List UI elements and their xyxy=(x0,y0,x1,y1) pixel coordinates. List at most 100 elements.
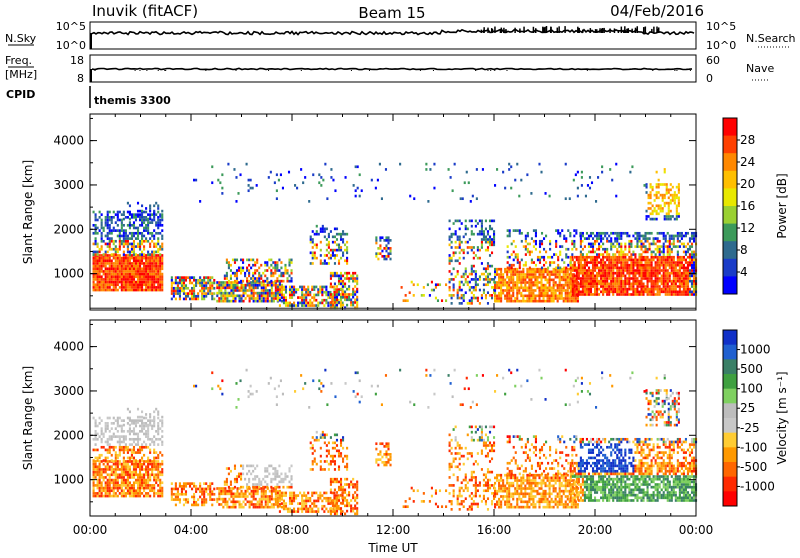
power-cell xyxy=(529,251,531,254)
power-cell xyxy=(141,213,143,216)
power-cell xyxy=(103,286,105,289)
power-cell xyxy=(632,277,634,280)
power-cell xyxy=(582,290,584,293)
velocity-cell xyxy=(141,443,143,446)
power-cell xyxy=(508,276,510,279)
velocity-cell xyxy=(141,416,143,419)
power-cell xyxy=(477,257,479,260)
power-cell xyxy=(234,280,236,283)
power-cell xyxy=(675,280,677,283)
power-cell xyxy=(153,275,155,278)
velocity-cell xyxy=(129,424,131,427)
power-cell xyxy=(282,280,284,283)
velocity-cell xyxy=(131,473,133,476)
power-cell xyxy=(561,297,563,300)
power-cell xyxy=(131,257,133,260)
power-cell xyxy=(614,280,616,283)
power-cell xyxy=(230,284,232,287)
power-cell xyxy=(271,286,273,289)
power-cell xyxy=(628,275,630,278)
power-cell xyxy=(348,277,350,280)
power-cell xyxy=(123,224,125,227)
power-cell xyxy=(661,275,663,278)
power-cell xyxy=(129,204,131,207)
power-cell xyxy=(222,297,224,300)
power-cell xyxy=(449,259,451,262)
power-cell xyxy=(195,279,197,282)
power-cell xyxy=(530,286,532,289)
power-cell xyxy=(517,256,519,259)
velocity-cell xyxy=(133,465,135,468)
power-cell xyxy=(572,283,574,286)
power-cell xyxy=(685,269,687,272)
power-cell xyxy=(137,229,139,232)
power-cell xyxy=(693,275,695,278)
power-cell xyxy=(693,267,695,270)
power-cell xyxy=(553,281,555,284)
velocity-cell xyxy=(139,465,141,468)
power-cell xyxy=(147,286,149,289)
power-cell xyxy=(107,278,109,281)
power-cell xyxy=(674,202,676,205)
velocity-cell xyxy=(95,460,97,463)
power-cell xyxy=(101,278,103,281)
power-cell xyxy=(510,165,512,168)
power-cell xyxy=(614,285,616,288)
power-cell xyxy=(580,269,582,272)
power-cell xyxy=(251,292,253,295)
velocity-cell xyxy=(117,435,119,438)
power-cell xyxy=(340,238,342,241)
velocity-cell xyxy=(121,419,123,422)
power-cell xyxy=(137,243,139,246)
power-cell xyxy=(681,256,683,259)
power-cell xyxy=(123,265,125,268)
power-cell xyxy=(598,253,600,256)
velocity-cell xyxy=(145,446,147,449)
power-cell xyxy=(512,294,514,297)
velocity-cell xyxy=(127,484,129,487)
power-cell xyxy=(620,248,622,251)
power-cell xyxy=(678,202,680,205)
power-cell xyxy=(256,277,258,280)
power-cell xyxy=(377,252,379,255)
power-cell xyxy=(459,262,461,265)
velocity-cell xyxy=(161,471,163,474)
velocity-cell xyxy=(137,438,139,441)
velocity-cell xyxy=(129,427,131,430)
power-cell xyxy=(334,262,336,265)
power-cell xyxy=(608,288,610,291)
velocity-cell xyxy=(127,408,129,411)
power-cell xyxy=(147,213,149,216)
power-cell xyxy=(573,300,575,303)
power-cell xyxy=(129,212,131,215)
power-cell xyxy=(248,184,250,187)
power-cell xyxy=(653,272,655,275)
power-cell xyxy=(177,287,179,290)
power-cell xyxy=(107,221,109,224)
power-cell xyxy=(584,261,586,264)
power-cell xyxy=(149,265,151,268)
power-cell xyxy=(274,264,276,267)
power-cell xyxy=(578,269,580,272)
power-cell xyxy=(608,277,610,280)
velocity-cell xyxy=(103,479,105,482)
power-cell xyxy=(691,245,693,248)
velocity-cell xyxy=(145,487,147,490)
power-cell xyxy=(125,257,127,260)
power-cell xyxy=(385,250,387,253)
power-cell xyxy=(179,292,181,295)
power-cell xyxy=(608,285,610,288)
power-cell xyxy=(352,272,354,275)
power-cell xyxy=(185,279,187,282)
power-cell xyxy=(547,279,549,282)
power-cell xyxy=(257,300,259,303)
power-cell xyxy=(659,259,661,262)
power-cell xyxy=(559,279,561,282)
power-cell xyxy=(117,275,119,278)
power-cell xyxy=(602,288,604,291)
power-cell xyxy=(275,297,277,300)
power-cell xyxy=(667,245,669,248)
power-cell xyxy=(471,299,473,302)
power-cell xyxy=(115,251,117,254)
